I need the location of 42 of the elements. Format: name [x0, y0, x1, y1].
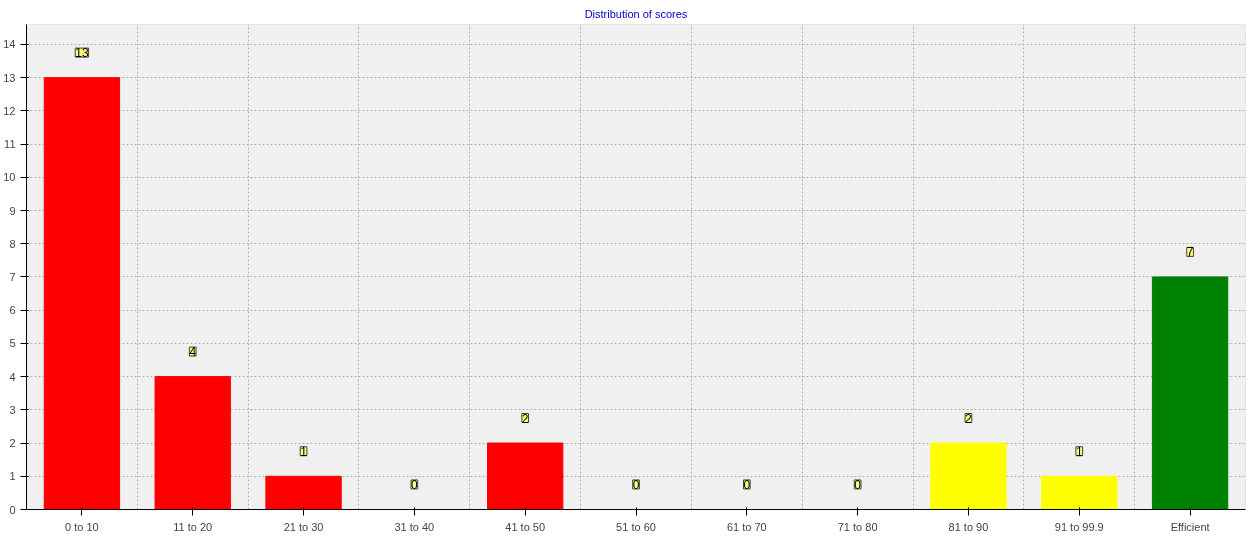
y-tick-label: 3 [9, 403, 16, 416]
y-tick-label: 11 [4, 138, 16, 151]
y-tick-label: 14 [3, 38, 16, 51]
x-tick-label: 81 to 90 [948, 520, 989, 533]
y-tick-label: 0 [9, 503, 16, 516]
y-tick-label: 1 [9, 470, 16, 483]
x-tick-label: 31 to 40 [394, 520, 435, 533]
y-tick-label: 7 [9, 270, 16, 283]
y-tick-label: 6 [9, 304, 16, 317]
y-tick-label: 12 [3, 104, 16, 117]
x-tick-label: 61 to 70 [726, 520, 767, 533]
data-label: 1 [1075, 444, 1083, 459]
y-tick-label: 4 [9, 370, 16, 383]
data-label: 2 [965, 411, 973, 426]
x-tick-label: 11 to 20 [173, 520, 213, 533]
data-label: 0 [743, 477, 751, 492]
x-tick-label: Efficient [1170, 520, 1210, 533]
y-tick-label: 2 [9, 437, 16, 450]
y-tick-label: 13 [3, 71, 16, 84]
data-label: 2 [521, 411, 529, 426]
y-tick-label: 9 [9, 204, 16, 217]
bar [1151, 276, 1229, 510]
bar [265, 475, 342, 510]
bar [487, 442, 564, 510]
data-label: 7 [1186, 245, 1194, 260]
x-tick-label: 71 to 80 [837, 520, 878, 533]
bar [43, 77, 121, 510]
data-label: 1 [300, 444, 308, 459]
bar [930, 442, 1007, 510]
x-tick-label: 0 to 10 [65, 520, 99, 533]
x-tick-label: 21 to 30 [283, 520, 324, 533]
chart-title: Distribution of scores [584, 7, 688, 20]
data-label: 0 [632, 477, 640, 492]
y-tick-label: 8 [9, 237, 16, 250]
x-tick-label: 41 to 50 [505, 520, 546, 533]
x-tick-label: 51 to 60 [616, 520, 656, 533]
bar [1041, 475, 1118, 510]
y-tick-label: 10 [3, 171, 16, 184]
y-tick-label: 5 [9, 337, 16, 350]
bar [154, 376, 231, 510]
x-tick-label: 91 to 99.9 [1054, 520, 1104, 533]
data-label: 13 [75, 46, 89, 61]
